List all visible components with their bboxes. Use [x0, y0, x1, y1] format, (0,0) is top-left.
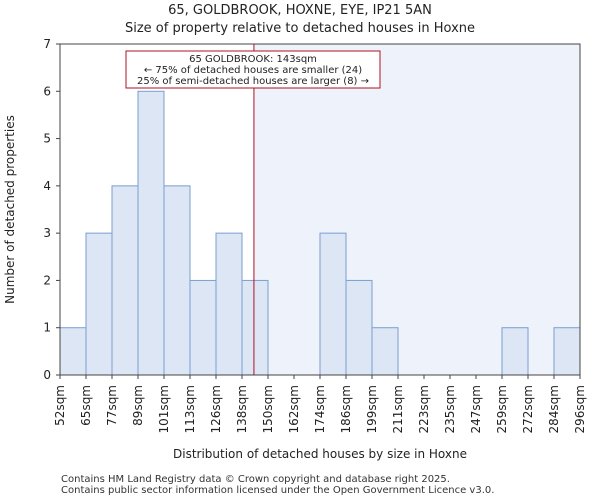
x-tick-label: 284sqm [547, 385, 561, 433]
histogram-bar [215, 232, 243, 376]
x-tick-label: 138sqm [235, 385, 249, 433]
histogram-bar [85, 232, 113, 376]
histogram-bar [189, 279, 217, 376]
x-tick-label: 101sqm [157, 385, 171, 433]
y-tick-label: 3 [43, 226, 51, 240]
x-axis-label: Distribution of detached houses by size … [173, 447, 467, 461]
x-tick-label: 162sqm [287, 385, 301, 433]
chart-title: 65, GOLDBROOK, HOXNE, EYE, IP21 5AN [168, 3, 432, 18]
x-tick-label: 150sqm [261, 385, 275, 433]
histogram-bar [163, 185, 191, 376]
x-tick-label: 186sqm [339, 385, 353, 433]
histogram-bar [241, 279, 269, 376]
x-tick-label: 259sqm [495, 385, 509, 433]
y-tick-label: 0 [43, 368, 51, 382]
x-tick-label: 211sqm [391, 385, 405, 433]
annotation-line: 25% of semi-detached houses are larger (… [137, 76, 369, 87]
x-tick-label: 296sqm [573, 385, 587, 433]
x-tick-label: 77sqm [105, 385, 119, 426]
x-tick-label: 65sqm [79, 385, 93, 426]
footer-copyright: Contains HM Land Registry data © Crown c… [61, 474, 450, 485]
x-tick-label: 235sqm [443, 385, 457, 433]
x-tick-label: 52sqm [53, 385, 67, 426]
x-tick-label: 199sqm [365, 385, 379, 433]
histogram-bar [137, 90, 165, 376]
y-tick-label: 2 [43, 273, 51, 287]
x-tick-label: 89sqm [131, 385, 145, 426]
histogram-bar [553, 327, 581, 376]
histogram-bar [371, 327, 399, 376]
histogram-bar [501, 327, 529, 376]
histogram-bar [345, 279, 373, 376]
y-tick-label: 7 [43, 37, 51, 51]
x-tick-label: 126sqm [209, 385, 223, 433]
y-tick-label: 6 [43, 84, 51, 98]
footer-licence: Contains public sector information licen… [61, 485, 495, 496]
annotation-line: ← 75% of detached houses are smaller (24… [144, 65, 362, 76]
annotation-box [125, 50, 381, 89]
x-tick-label: 174sqm [313, 385, 327, 433]
larger-region-shade [253, 44, 580, 375]
x-tick-label: 223sqm [417, 385, 431, 433]
y-tick-label: 5 [43, 132, 51, 146]
histogram-bar [111, 185, 139, 376]
x-tick-label: 113sqm [183, 385, 197, 433]
histogram-bar [319, 232, 347, 376]
histogram-bar [59, 327, 87, 376]
chart-subtitle: Size of property relative to detached ho… [124, 21, 476, 36]
y-tick-label: 1 [43, 321, 51, 335]
x-tick-label: 272sqm [521, 385, 535, 433]
annotation-line: 65 GOLDBROOK: 143sqm [189, 54, 317, 65]
x-tick-label: 247sqm [469, 385, 483, 433]
y-tick-label: 4 [43, 179, 51, 193]
y-axis-label: Number of detached properties [3, 115, 17, 304]
